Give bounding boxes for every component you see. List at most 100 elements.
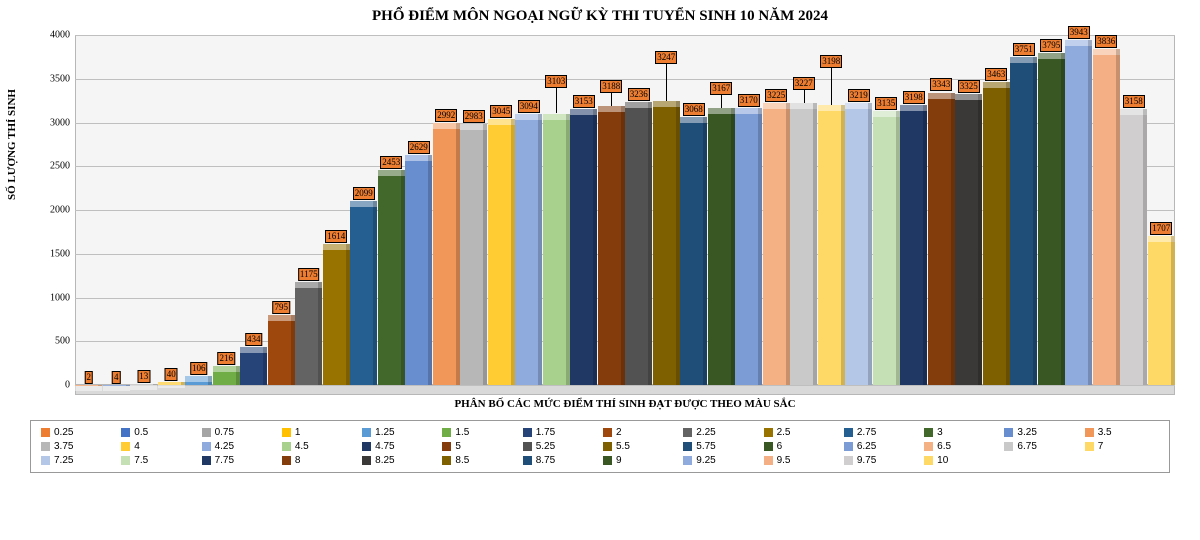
- data-label: 2983: [463, 110, 485, 123]
- legend-item: 7: [1085, 441, 1159, 452]
- legend-item: 4.5: [282, 441, 356, 452]
- legend-swatch: [924, 456, 933, 465]
- legend-label: 10: [937, 455, 948, 466]
- data-label: 3135: [875, 97, 897, 110]
- legend-label: 7.5: [134, 455, 148, 466]
- legend-swatch: [362, 442, 371, 451]
- data-label: 3103: [545, 75, 567, 88]
- legend-swatch: [924, 442, 933, 451]
- legend-swatch: [121, 456, 130, 465]
- legend-item: 7.75: [202, 455, 276, 466]
- y-tick-label: 3000: [30, 117, 70, 128]
- data-label: 434: [245, 333, 263, 346]
- data-label: 3836: [1095, 35, 1117, 48]
- legend-label: 6: [777, 441, 783, 452]
- bar: [790, 103, 817, 385]
- bar: [158, 382, 185, 386]
- legend-swatch: [603, 456, 612, 465]
- legend-swatch: [844, 442, 853, 451]
- legend-item: 3.25: [1004, 427, 1078, 438]
- data-label: 3943: [1068, 26, 1090, 39]
- data-label: 3188: [600, 80, 622, 93]
- legend-label: 1.25: [375, 427, 394, 438]
- legend-item: 8.5: [442, 455, 516, 466]
- data-label: 2629: [408, 141, 430, 154]
- bar: [653, 101, 680, 385]
- legend-label: 3.75: [54, 441, 73, 452]
- legend-label: 8.25: [375, 455, 394, 466]
- legend-label: 2.75: [857, 427, 876, 438]
- legend-item: 9.75: [844, 455, 918, 466]
- bar: [1093, 49, 1120, 385]
- bar: [1010, 57, 1037, 385]
- data-label: 2: [85, 371, 94, 384]
- legend-item: 2.25: [683, 427, 757, 438]
- legend-label: 2.25: [696, 427, 715, 438]
- legend-label: 5.5: [616, 441, 630, 452]
- legend-label: 4.5: [295, 441, 309, 452]
- legend-label: 4.75: [375, 441, 394, 452]
- bar: [460, 124, 487, 385]
- legend-label: 1: [295, 427, 301, 438]
- legend-item: 10: [924, 455, 998, 466]
- bar: [543, 114, 570, 386]
- legend-item: 9.25: [683, 455, 757, 466]
- legend-item: 4.75: [362, 441, 436, 452]
- data-label: 3236: [628, 88, 650, 101]
- legend-label: 5.25: [536, 441, 555, 452]
- legend-swatch: [764, 442, 773, 451]
- y-tick-label: 0: [30, 380, 70, 391]
- data-label: 216: [218, 352, 236, 365]
- leader-line: [804, 89, 805, 103]
- bar: [598, 106, 625, 385]
- bar: [213, 366, 240, 385]
- bar: [928, 93, 955, 386]
- legend-item: 9.5: [764, 455, 838, 466]
- legend-item: 1.25: [362, 427, 436, 438]
- legend-swatch: [442, 428, 451, 437]
- data-label: 3068: [683, 103, 705, 116]
- legend-swatch: [121, 428, 130, 437]
- data-label: 3045: [490, 105, 512, 118]
- bar: [763, 103, 790, 385]
- bar: [735, 108, 762, 385]
- data-label: 1614: [325, 230, 347, 243]
- legend-item: 7.25: [41, 455, 115, 466]
- data-label: 3219: [848, 89, 870, 102]
- y-tick-label: 4000: [30, 30, 70, 41]
- bar: [268, 315, 295, 385]
- data-label: 40: [165, 368, 178, 381]
- legend-swatch: [844, 428, 853, 437]
- bar: [1148, 236, 1175, 385]
- legend-label: 1.5: [455, 427, 469, 438]
- legend-swatch: [523, 428, 532, 437]
- legend-label: 0.5: [134, 427, 148, 438]
- legend-swatch: [844, 456, 853, 465]
- legend-swatch: [764, 456, 773, 465]
- data-label: 1707: [1150, 222, 1172, 235]
- legend-swatch: [523, 456, 532, 465]
- y-tick-label: 2000: [30, 205, 70, 216]
- bar: [983, 82, 1010, 385]
- data-label: 2099: [353, 187, 375, 200]
- data-label: 3094: [518, 100, 540, 113]
- legend-swatch: [1004, 442, 1013, 451]
- y-tick-label: 1000: [30, 292, 70, 303]
- bar: [488, 119, 515, 385]
- bar: [625, 102, 652, 385]
- data-label: 2992: [435, 109, 457, 122]
- y-tick-label: 2500: [30, 161, 70, 172]
- bar: [295, 282, 322, 385]
- bar: [1065, 40, 1092, 385]
- legend-item: 5.75: [683, 441, 757, 452]
- data-label: 795: [273, 301, 291, 314]
- legend-item: 0.5: [121, 427, 195, 438]
- legend-label: 9.5: [777, 455, 791, 466]
- legend-swatch: [442, 456, 451, 465]
- legend-item: 6: [764, 441, 838, 452]
- legend-label: 9: [616, 455, 622, 466]
- leader-line: [556, 87, 557, 113]
- legend-swatch: [1085, 428, 1094, 437]
- legend-label: 3.5: [1098, 427, 1112, 438]
- legend-label: 7.75: [215, 455, 234, 466]
